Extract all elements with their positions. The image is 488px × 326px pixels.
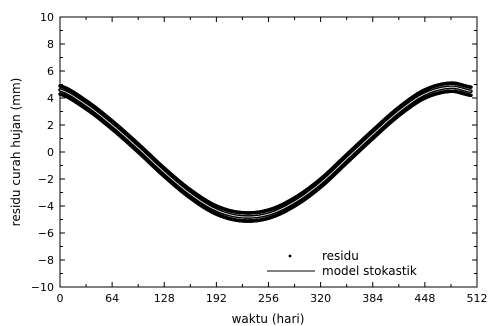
y-tick-label: −6 bbox=[38, 227, 54, 240]
y-tick-label: 10 bbox=[40, 11, 54, 24]
residu-point bbox=[469, 85, 473, 89]
y-tick-label: 6 bbox=[47, 65, 54, 78]
plot-frame bbox=[59, 16, 478, 288]
y-tick-label: −10 bbox=[31, 281, 54, 294]
x-tick-label: 128 bbox=[154, 292, 175, 305]
x-tick-label: 64 bbox=[105, 292, 119, 305]
legend-label-model-stokastik: model stokastik bbox=[322, 264, 417, 278]
y-tick-label: 2 bbox=[47, 119, 54, 132]
y-tick-label: −4 bbox=[38, 200, 54, 213]
y-tick-label: 4 bbox=[47, 92, 54, 105]
x-tick-label: 448 bbox=[414, 292, 435, 305]
y-tick-label: −8 bbox=[38, 254, 54, 267]
series-residu bbox=[58, 81, 473, 223]
model-line bbox=[59, 86, 472, 218]
y-tick-label: 8 bbox=[47, 38, 54, 51]
series-model-stokastik bbox=[59, 86, 472, 218]
y-axis-label: residu curah hujan (mm) bbox=[9, 78, 23, 227]
legend: residu model stokastik bbox=[267, 249, 417, 278]
y-tick-label: −2 bbox=[38, 173, 54, 186]
x-tick-label: 192 bbox=[206, 292, 227, 305]
residu-point bbox=[469, 93, 473, 98]
x-tick-label: 384 bbox=[362, 292, 383, 305]
x-tick-label: 0 bbox=[57, 292, 64, 305]
x-tick-label: 256 bbox=[258, 292, 279, 305]
legend-label-residu: residu bbox=[322, 249, 359, 263]
x-tick-label: 512 bbox=[467, 292, 488, 305]
legend-marker-residu bbox=[288, 254, 292, 258]
y-tick-label: 0 bbox=[47, 146, 54, 159]
ticks: 0 64 128 192 256 320 384 448 512 −10 −8 −6 −4 −2 0 2 4 6 8… bbox=[31, 11, 488, 305]
x-tick-label: 320 bbox=[310, 292, 331, 305]
x-axis-label: waktu (hari) bbox=[232, 312, 305, 326]
